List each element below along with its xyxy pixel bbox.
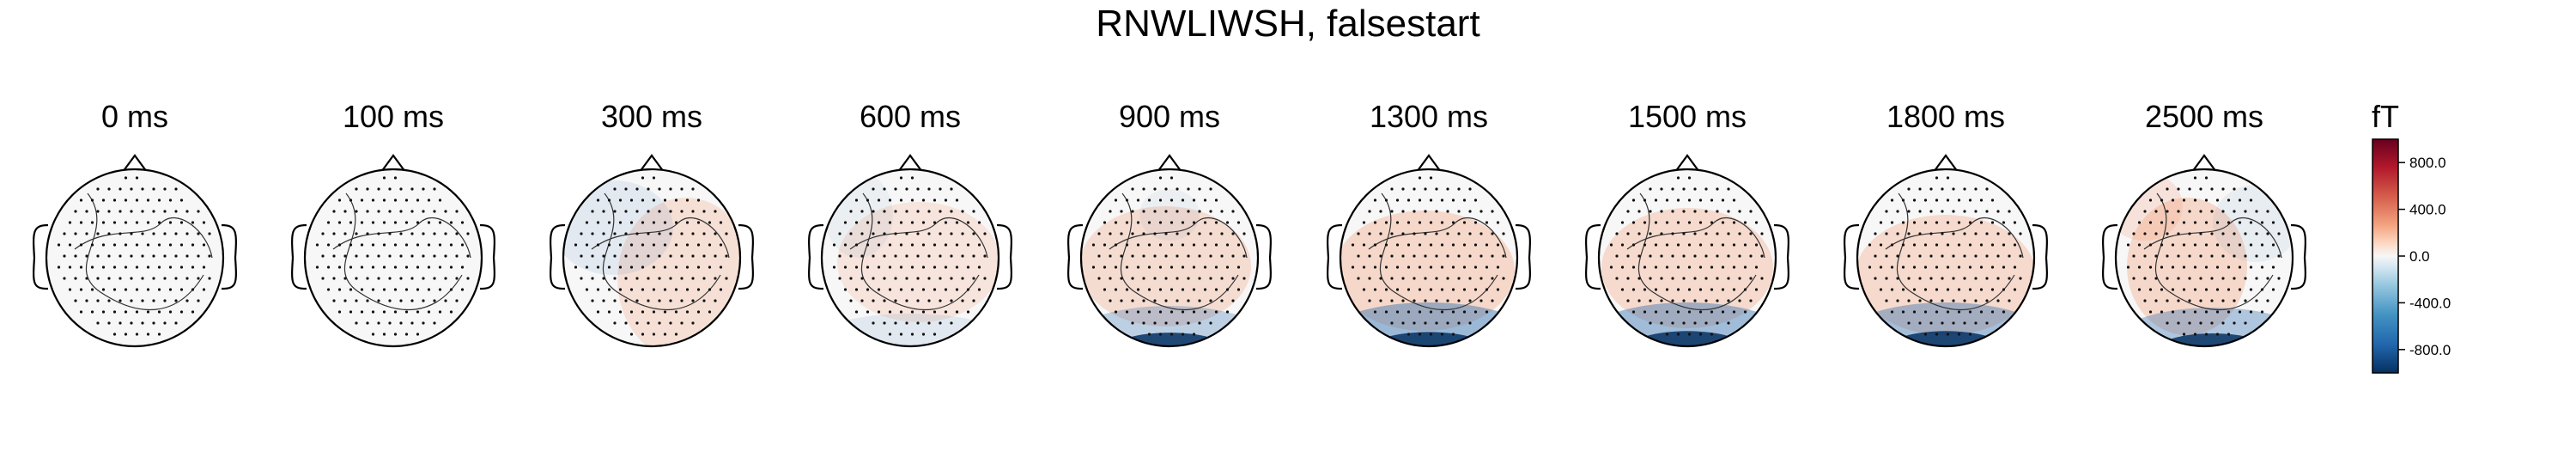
contour-line [332,217,471,259]
head-outline [1856,168,2036,348]
colorbar-gradient [2372,138,2399,374]
contour-line [1896,192,2015,311]
negative-field-region [1139,189,1200,241]
panel-time-label: 0 ms [101,99,168,134]
head-outline [562,168,742,348]
contour-line [85,192,204,311]
panel-time-label: 300 ms [601,99,702,134]
colorbar-tick-label: 0.0 [2409,248,2430,265]
topomap-panels: 0 ms 100 ms 300 ms 600 ms 900 ms 1300 ms 1500 … [33,99,2306,348]
topomap-panel: 100 ms [291,99,495,348]
topomap-panel: 1300 ms [1327,99,1531,348]
head-outline [45,168,225,348]
positive-field-region [1601,208,1773,328]
contour-line [602,192,721,311]
positive-field-region [1857,215,2034,335]
contour-line [1368,217,1507,259]
head-outline [1339,168,1519,348]
panel-time-label: 900 ms [1119,99,1220,134]
head-outline [1597,168,1777,348]
sensor-dots [1091,176,1246,336]
sensor-dots [1351,176,1505,336]
contour-line [849,217,988,259]
contour-line [1626,217,1765,259]
contour-line [74,217,213,259]
colorbar-tick-label: -400.0 [2409,295,2451,311]
contour-line [2154,192,2274,311]
sensor-dots [1868,176,2022,336]
panel-time-label: 1500 ms [1628,99,1747,134]
contour-line [591,217,730,259]
topomap-panel: 900 ms [1067,99,1272,348]
chart-title: RNWLIWSH, falsestart [1096,3,1479,45]
head-outline [820,168,1000,348]
positive-field-region [837,202,999,322]
contour-line [860,192,980,311]
topomap-panel: 0 ms [33,99,237,348]
colorbar-tick-label: 400.0 [2409,202,2446,218]
contour-line [1637,192,1757,311]
panel-time-label: 2500 ms [2145,99,2263,134]
sensor-dots [2126,176,2281,336]
panel-time-label: 600 ms [860,99,961,134]
colorbar-ticks: 800.0 400.0 0.0 -400.0 -800.0 [2398,155,2451,358]
sensor-dots [315,176,470,336]
head-outline [2114,168,2294,348]
field-map [822,172,999,346]
field-map [1857,192,2034,346]
sensor-dots [57,176,211,336]
field-map [74,192,213,311]
contour-line [2143,217,2282,259]
negative-field-peak [2158,333,2268,346]
negative-field-region [822,314,999,346]
panel-time-label: 100 ms [343,99,444,134]
field-map [332,192,471,311]
colorbar-tick-label: -800.0 [2409,342,2451,358]
head-outline [1079,168,1260,348]
colorbar-unit-label: fT [2372,99,2399,134]
head-outline [303,168,483,348]
contour-line [1379,192,1498,311]
negative-field-peak [1886,331,2005,346]
colorbar: fT 800.0 400.0 0.0 -400.0 -800.0 [2372,99,2451,374]
topomap-panel: 1500 ms [1585,99,1789,348]
topomap-panel: 2500 ms [2102,99,2306,348]
topomap-panel: 300 ms [550,99,754,348]
positive-field-region [1081,206,1251,327]
sensor-dots [1609,176,1764,336]
panel-time-label: 1300 ms [1370,99,1488,134]
negative-field-peak [1367,332,1491,346]
sensor-dots [574,176,728,336]
panel-time-label: 1800 ms [1886,99,2005,134]
contour-line [1120,192,1239,311]
negative-field-peak [1628,331,1747,346]
sensor-dots [832,176,987,336]
colorbar-tick-label: 800.0 [2409,155,2446,171]
contour-line [1885,217,2024,259]
contour-line [1109,217,1248,259]
topomap-panel: 600 ms [808,99,1012,348]
topomap-panel: 1800 ms [1844,99,2048,348]
field-map [1599,192,1776,346]
contour-line [343,192,463,311]
